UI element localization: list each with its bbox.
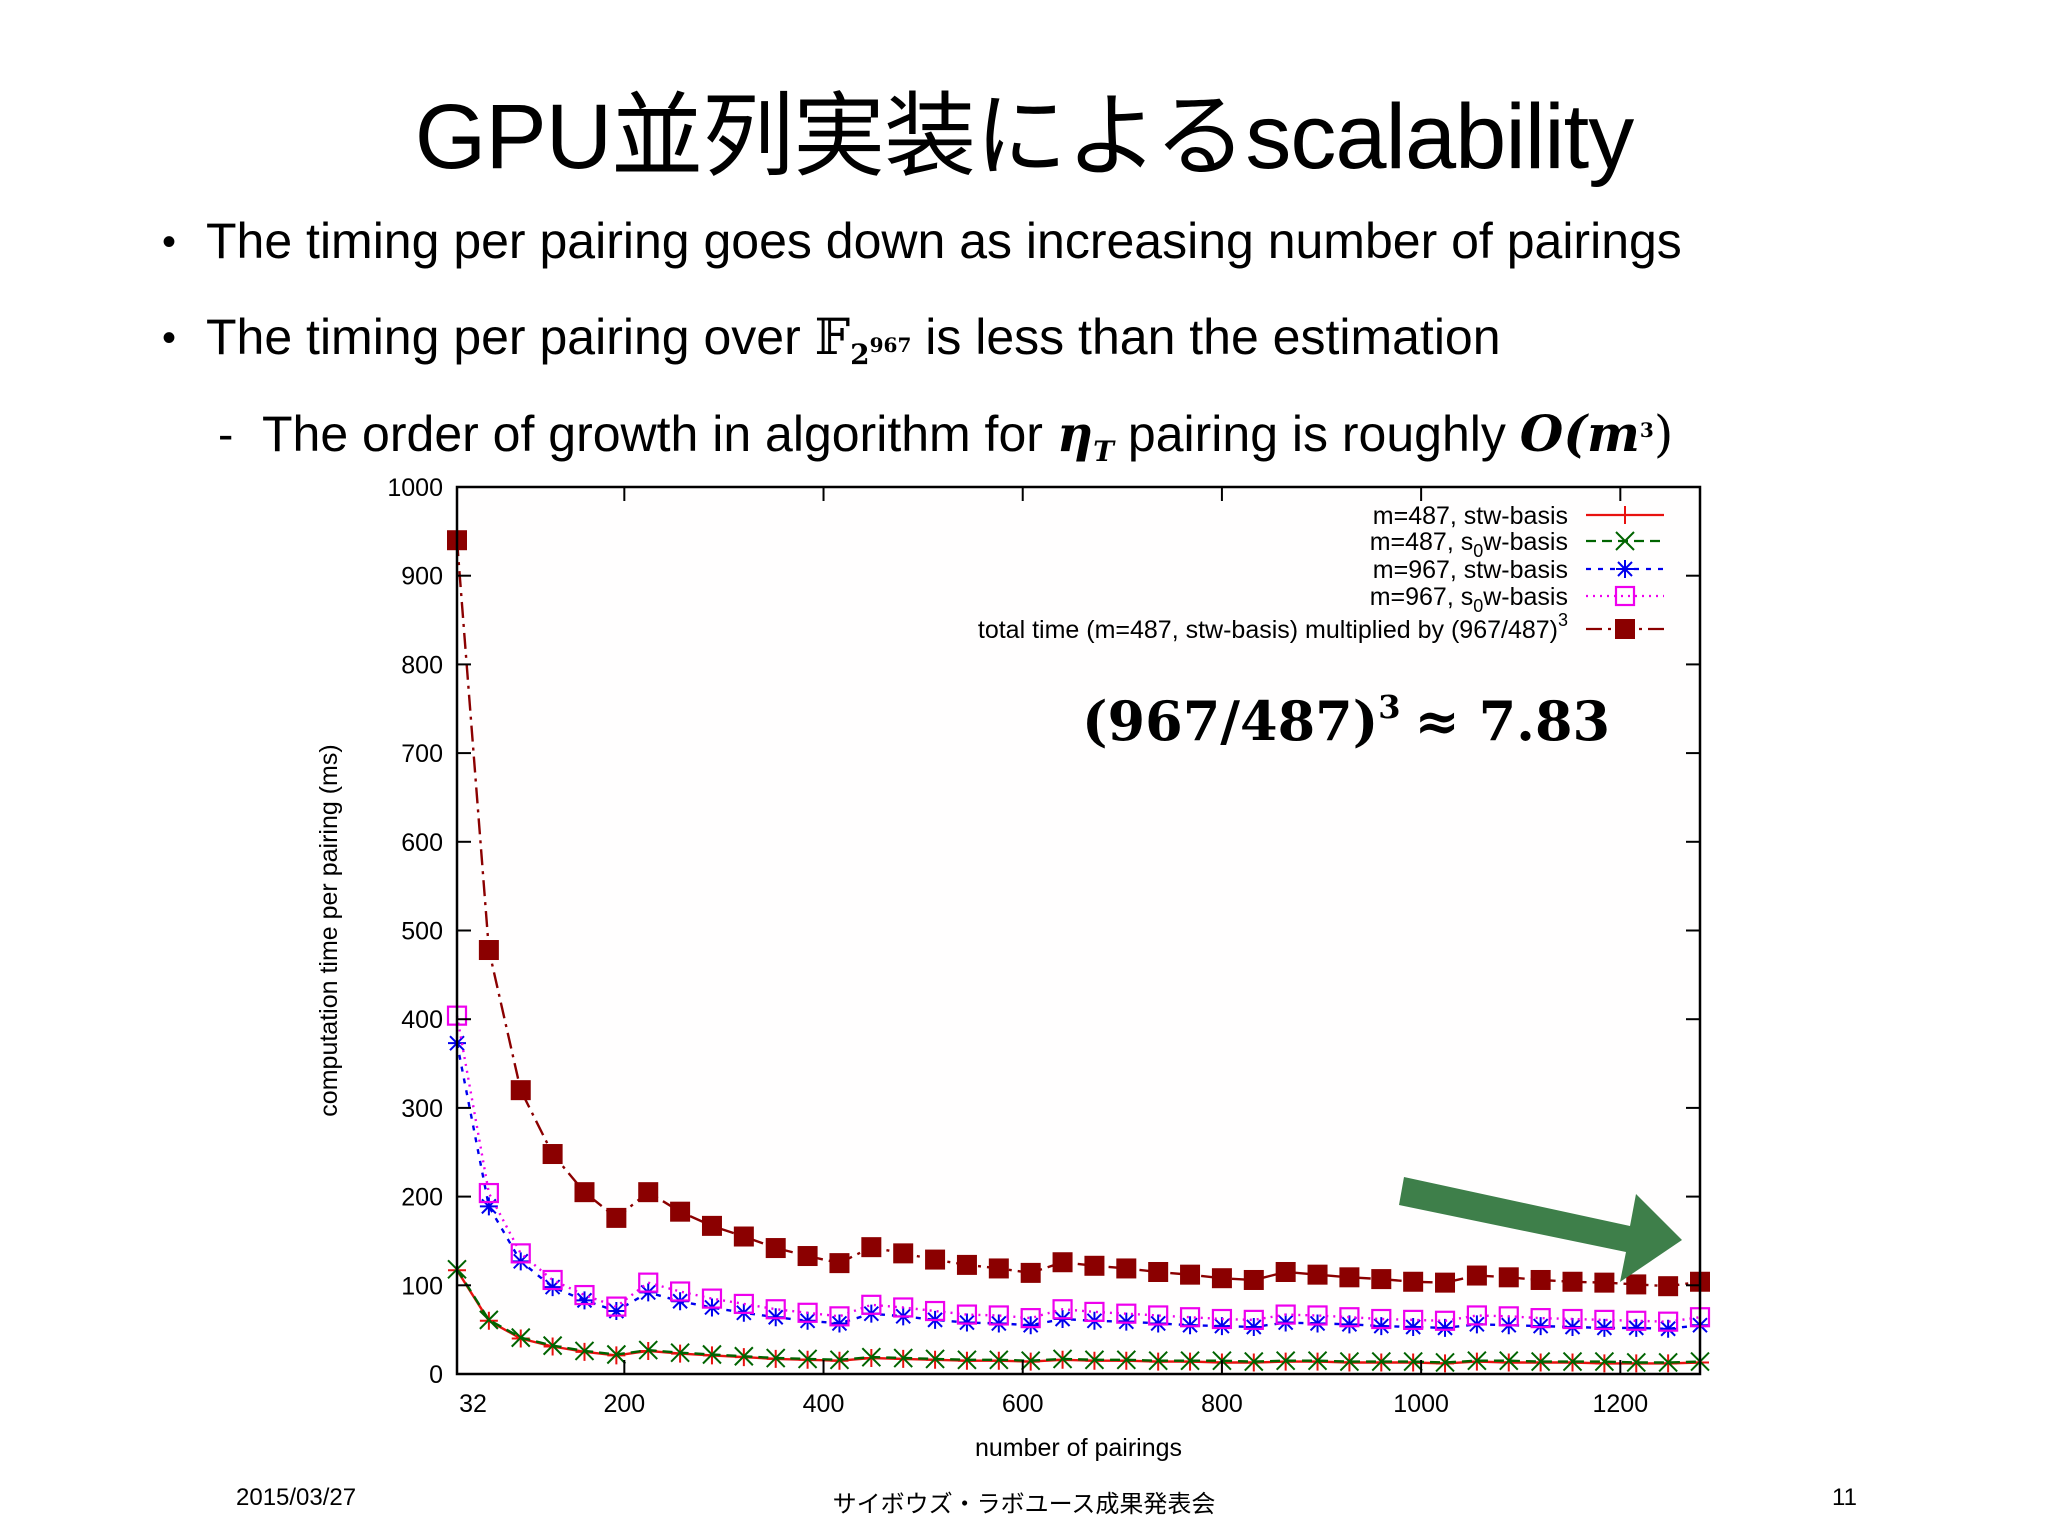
axes: 0 100 200 300 400 500 600 700 800 900 1000 32 200 400…: [315, 474, 1702, 1462]
legend-item: m=487, stw-basis: [1373, 502, 1664, 530]
legend-item: m=487, s0w-basis: [1370, 528, 1664, 561]
legend-item: m=967, s0w-basis: [1370, 583, 1664, 616]
math-field-subscript-base: 2: [850, 338, 870, 371]
series-layer: [446, 530, 1711, 1373]
legend-item: m=967, stw-basis: [1373, 556, 1664, 584]
legend-label: m=967, stw-basis: [1373, 556, 1568, 584]
x-tick-label: 1000: [1393, 1390, 1449, 1418]
math-field-subscript-exponent: 967: [869, 333, 912, 357]
bullet-marker: •: [162, 316, 177, 360]
bullet-marker: -: [218, 408, 234, 460]
sub-bullet-1: - The order of growth in algorithm for η…: [218, 404, 1674, 468]
legend-label: m=967, s0w-basis: [1370, 583, 1568, 616]
y-tick-label: 200: [401, 1184, 443, 1212]
bullet-text-after: is less than the estimation: [911, 309, 1501, 365]
bullet-text-mid: pairing is roughly: [1114, 406, 1520, 462]
y-tick-label: 400: [401, 1006, 443, 1034]
bullet-text-before: The order of growth in algorithm for: [262, 406, 1057, 462]
x-tick-label: 32: [459, 1390, 487, 1418]
y-tick-label: 600: [401, 829, 443, 857]
legend-item: total time (m=487, stw-basis) multiplied…: [978, 610, 1664, 644]
x-tick-label: 1200: [1593, 1390, 1649, 1418]
series-5: [447, 530, 1710, 1297]
math-big-o: O(m: [1519, 404, 1640, 463]
trend-down-arrow-icon: [1399, 1177, 1682, 1282]
x-tick-label: 200: [603, 1390, 645, 1418]
math-eta-subscript: T: [1093, 435, 1115, 468]
bullet-marker: •: [162, 220, 177, 264]
y-tick-label: 1000: [387, 474, 443, 502]
bullet-2: • The timing per pairing over 𝔽2967 is l…: [162, 308, 1501, 371]
y-tick-label: 300: [401, 1095, 443, 1123]
math-field-symbol: 𝔽: [814, 308, 851, 366]
annotation-formula: (967/487)3 ≈ 7.83: [1082, 688, 1610, 753]
bullet-text-before: The timing per pairing over: [206, 309, 815, 365]
series-4: [446, 1005, 1711, 1332]
slide-title: GPU並列実装によるscalability: [414, 86, 1634, 188]
footer-date: 2015/03/27: [236, 1484, 357, 1511]
y-tick-label: 0: [429, 1361, 443, 1389]
series-2: [447, 1259, 1710, 1373]
bullet-1: • The timing per pairing goes down as in…: [162, 212, 1682, 270]
page-number: 11: [1832, 1484, 1857, 1511]
footer-event: サイボウズ・ラボユース成果発表会: [832, 1491, 1216, 1518]
legend-label: m=487, stw-basis: [1373, 502, 1568, 530]
y-tick-label: 700: [401, 740, 443, 768]
x-tick-label: 400: [803, 1390, 845, 1418]
math-big-o-exponent: 3: [1639, 418, 1654, 442]
y-axis-label: computation time per pairing (ms): [315, 744, 343, 1116]
y-tick-label: 100: [401, 1272, 443, 1300]
x-axis-label: number of pairings: [975, 1434, 1182, 1462]
legend-label: m=487, s0w-basis: [1370, 528, 1568, 561]
y-tick-label: 900: [401, 563, 443, 591]
x-tick-label: 600: [1002, 1390, 1044, 1418]
math-big-o-close: ): [1653, 405, 1674, 463]
bullet-text: The timing per pairing goes down as incr…: [206, 213, 1682, 269]
y-tick-label: 500: [401, 918, 443, 946]
legend-label: total time (m=487, stw-basis) multiplied…: [978, 610, 1568, 644]
plot-area: [457, 487, 1700, 1374]
formula-annotation: (967/487)3 ≈ 7.83: [1082, 688, 1610, 753]
math-eta: η: [1056, 404, 1094, 463]
y-tick-label: 800: [401, 651, 443, 679]
x-tick-label: 800: [1201, 1390, 1243, 1418]
